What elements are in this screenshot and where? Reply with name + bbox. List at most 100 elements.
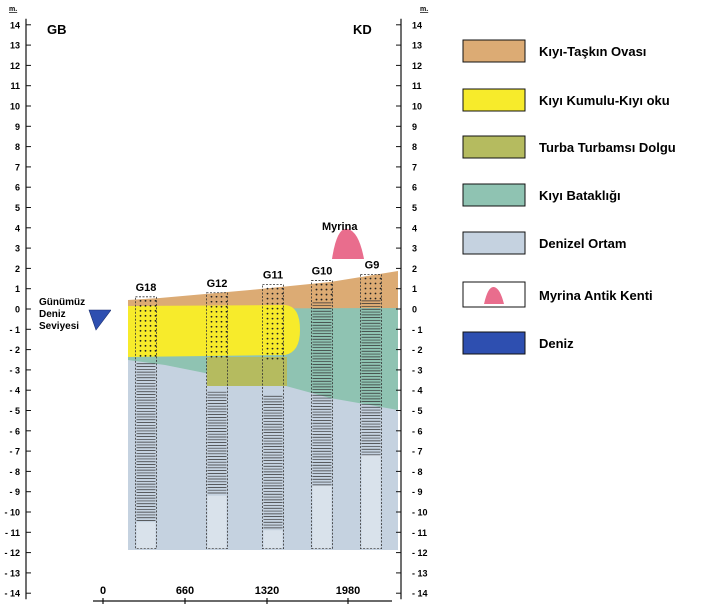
sediment-dot: [144, 329, 147, 332]
borehole-label-g10: G10: [312, 266, 333, 278]
sediment-dot: [215, 330, 218, 333]
borehole-base: [361, 455, 381, 549]
sediment-dot: [271, 352, 274, 355]
sediment-dot: [154, 309, 157, 312]
sediment-dot: [276, 287, 279, 290]
sediment-dot: [266, 307, 269, 310]
depth-tick-label: 11: [10, 81, 20, 91]
sediment-dot: [215, 350, 218, 353]
legend-label-sea: Deniz: [539, 336, 574, 351]
sediment-dot: [149, 329, 152, 332]
sediment-dot: [215, 305, 218, 308]
sediment-dot: [271, 302, 274, 305]
depth-tick-label: 0: [412, 305, 417, 315]
sediment-dot: [276, 307, 279, 310]
depth-tick-label: 7: [412, 162, 417, 172]
sediment-dot: [364, 282, 367, 285]
legend-label-beach: Kıyı Kumulu-Kıyı oku: [539, 93, 670, 108]
depth-tick-label: 2: [412, 264, 417, 274]
sediment-dot: [276, 297, 279, 300]
depth-tick-label: - 5: [412, 406, 423, 416]
sediment-dot: [281, 322, 284, 325]
sediment-dot: [154, 329, 157, 332]
sediment-dot: [139, 314, 142, 317]
depth-tick-label: - 4: [412, 386, 423, 396]
borehole-g18: G18: [135, 282, 157, 549]
depth-tick-label: - 12: [4, 548, 20, 558]
sediment-dot: [149, 324, 152, 327]
sediment-dot: [281, 317, 284, 320]
sediment-dot: [276, 347, 279, 350]
sediment-dot: [139, 324, 142, 327]
depth-tick-label: - 14: [412, 589, 428, 599]
sediment-dot: [271, 312, 274, 315]
sediment-dot: [266, 332, 269, 335]
depth-tick-label: - 6: [9, 426, 20, 436]
sediment-dot: [225, 325, 228, 328]
depth-tick-label: - 6: [412, 426, 423, 436]
sediment-dot: [281, 297, 284, 300]
sediment-dot: [210, 300, 213, 303]
depth-tick-label: - 13: [4, 568, 20, 578]
sediment-dot: [154, 304, 157, 307]
sediment-dot: [276, 322, 279, 325]
sediment-dot: [281, 337, 284, 340]
sediment-dot: [276, 337, 279, 340]
depth-tick-label: 9: [412, 122, 417, 132]
sediment-dot: [210, 345, 213, 348]
sediment-dot: [149, 344, 152, 347]
sediment-dot: [266, 352, 269, 355]
depth-tick-label: - 11: [5, 528, 20, 538]
depth-tick-label: - 9: [9, 487, 20, 497]
sediment-dot: [149, 299, 152, 302]
sediment-dot: [139, 339, 142, 342]
borehole-base: [312, 485, 332, 549]
sediment-dot: [281, 327, 284, 330]
sediment-dot: [210, 335, 213, 338]
sediment-dot: [210, 295, 213, 298]
sediment-dot: [144, 324, 147, 327]
sediment-dot: [276, 342, 279, 345]
sediment-dot: [379, 292, 382, 295]
borehole-label-g11: G11: [263, 270, 283, 282]
depth-tick-label: 13: [10, 41, 20, 51]
sediment-dot: [271, 292, 274, 295]
borehole-g11: G11: [262, 270, 284, 549]
distance-tick-660: 660: [176, 585, 194, 597]
depth-tick-label: - 12: [412, 548, 428, 558]
depth-tick-label: 3: [15, 244, 20, 254]
sediment-dot: [220, 295, 223, 298]
sediment-dot: [325, 288, 328, 291]
sediment-dot: [325, 283, 328, 286]
sediment-dot: [210, 350, 213, 353]
legend-swatch-beach: [462, 88, 526, 112]
sediment-dot: [276, 352, 279, 355]
sediment-dot: [149, 339, 152, 342]
sediment-dot: [215, 335, 218, 338]
sediment-dot: [330, 283, 333, 286]
sediment-dot: [144, 304, 147, 307]
sediment-dot: [374, 292, 377, 295]
depth-tick-label: 5: [15, 203, 20, 213]
sediment-dot: [276, 327, 279, 330]
sediment-dot: [220, 320, 223, 323]
sediment-dot: [210, 315, 213, 318]
sediment-dot: [154, 344, 157, 347]
legend: Kıyı-Taşkın Ovası Kıyı Kumulu-Kıyı oku T…: [462, 39, 676, 355]
depth-tick-label: - 5: [9, 406, 20, 416]
sediment-dot: [266, 292, 269, 295]
depth-tick-label: 7: [15, 162, 20, 172]
borehole-outline: [135, 296, 157, 549]
sediment-dot: [364, 287, 367, 290]
unit-label-right: m.: [420, 6, 428, 13]
depth-tick-label: 10: [412, 102, 422, 112]
legend-swatch-floodplain: [462, 39, 526, 63]
sediment-dot: [215, 310, 218, 313]
sediment-dot: [225, 340, 228, 343]
sediment-dot: [139, 354, 142, 357]
sediment-dot: [225, 355, 228, 358]
sediment-dot: [139, 349, 142, 352]
sediment-dot: [139, 344, 142, 347]
sediment-dot: [225, 350, 228, 353]
sediment-dot: [220, 325, 223, 328]
